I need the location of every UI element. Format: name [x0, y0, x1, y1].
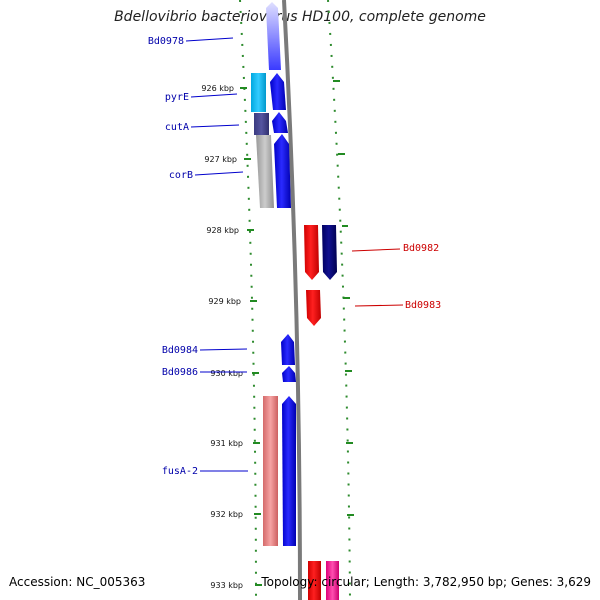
gene-label[interactable]: pyrE	[165, 92, 189, 103]
feature-fusA-2[interactable]	[282, 396, 296, 546]
scale-tick: 928 kbp	[206, 226, 254, 235]
feature-bottom-magenta[interactable]	[326, 561, 339, 600]
feature-bottom-red[interactable]	[308, 561, 321, 600]
gene-labels: Bd0978 pyrE cutA corB Bd0982 Bd0983 Bd09…	[148, 36, 441, 477]
svg-text:931 kbp: 931 kbp	[210, 439, 243, 448]
feature-Bd0982-partner[interactable]	[322, 225, 337, 280]
svg-text:932 kbp: 932 kbp	[210, 510, 243, 519]
svg-text:929 kbp: 929 kbp	[208, 297, 241, 306]
scale-tick: 926 kbp	[201, 84, 247, 93]
scale-tick: 931 kbp	[210, 439, 260, 448]
map-title: Bdellovibrio bacteriovorus HD100, comple…	[114, 9, 486, 25]
svg-text:927 kbp: 927 kbp	[204, 155, 237, 164]
gene-label[interactable]: fusA-2	[162, 466, 198, 477]
scale-tick: 930 kbp	[210, 369, 259, 378]
gene-label[interactable]: Bd0982	[403, 243, 439, 254]
feature-Bd0983[interactable]	[306, 290, 321, 326]
gene-label[interactable]: Bd0978	[148, 36, 184, 47]
scale-tick: 927 kbp	[204, 155, 251, 164]
svg-text:930 kbp: 930 kbp	[210, 369, 243, 378]
genome-backbone	[282, 0, 302, 600]
feature-Bd0984[interactable]	[281, 334, 295, 365]
feature-Bd0978[interactable]	[266, 2, 281, 70]
label-leaders	[185, 37, 404, 472]
forward-features	[266, 2, 296, 546]
scale-tick: 933 kbp	[210, 581, 262, 590]
scale-tick: 932 kbp	[210, 510, 261, 519]
svg-text:926 kbp: 926 kbp	[201, 84, 234, 93]
gene-label[interactable]: corB	[169, 170, 193, 181]
gene-label[interactable]: Bd0983	[405, 300, 441, 311]
scale-axis: 926 kbp 927 kbp 928 kbp 929 kbp 930 kbp …	[201, 84, 262, 590]
right-ticks	[333, 80, 354, 516]
gene-label[interactable]: Bd0986	[162, 367, 198, 378]
gene-label[interactable]: cutA	[165, 122, 189, 133]
reverse-features	[304, 225, 339, 600]
feature-corB[interactable]	[274, 134, 291, 208]
svg-text:933 kbp: 933 kbp	[210, 581, 243, 590]
feature-Bd0982[interactable]	[304, 225, 319, 280]
genome-summary-text: Topology: circular; Length: 3,782,950 bp…	[261, 575, 591, 589]
gene-label[interactable]: Bd0984	[162, 345, 198, 356]
feature-pyrE[interactable]	[270, 73, 286, 110]
category-bars	[251, 73, 278, 546]
feature-cutA[interactable]	[272, 112, 288, 133]
svg-text:928 kbp: 928 kbp	[206, 226, 239, 235]
scale-tick: 929 kbp	[208, 297, 257, 306]
feature-Bd0986[interactable]	[282, 366, 296, 382]
accession-text: Accession: NC_005363	[9, 575, 146, 589]
